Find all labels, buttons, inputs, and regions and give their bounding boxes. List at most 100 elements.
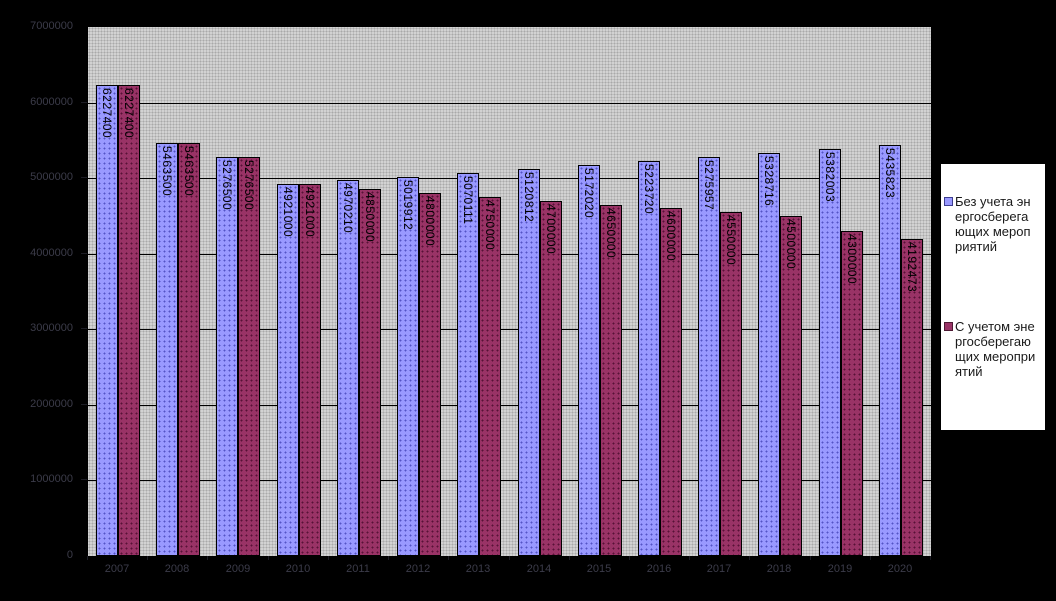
bar-series1-2011: 4970210: [337, 180, 359, 556]
bar-value-label: 4970210: [341, 183, 355, 234]
legend-label-series1: Без учета энергосберегающих мероприятий: [955, 194, 1031, 254]
x-axis-tick: [629, 556, 630, 560]
y-axis-label: 4000000: [30, 246, 73, 259]
gridline: [88, 480, 931, 482]
bar-value-label: 4921000: [303, 187, 317, 238]
bar-value-label: 6227400: [100, 88, 114, 139]
bar-value-label: 4500000: [784, 219, 798, 270]
x-axis-label: 2011: [346, 563, 370, 575]
x-axis-label: 2014: [526, 563, 552, 575]
bar-value-label: 4850000: [363, 192, 377, 243]
bar-series2-2008: 5463500: [178, 143, 200, 556]
bar-series1-2014: 5120812: [518, 169, 540, 556]
x-axis-tick: [448, 556, 449, 560]
bar-series2-2016: 4600000: [660, 208, 682, 556]
bar-value-label: 5435823: [883, 148, 897, 199]
x-axis-tick: [749, 556, 750, 560]
bar-value-label: 5172020: [582, 168, 596, 219]
y-axis-label: 6000000: [30, 95, 73, 108]
x-axis-tick: [509, 556, 510, 560]
bar-value-label: 4800000: [423, 196, 437, 247]
bar-value-label: 5463500: [160, 146, 174, 197]
bar-series2-2011: 4850000: [359, 189, 381, 556]
x-axis-tick: [870, 556, 871, 560]
legend-item-series2: С учетом энергосберегающих мероприятий: [944, 319, 1045, 379]
x-axis-label: 2009: [225, 563, 251, 575]
x-axis-tick: [147, 556, 148, 560]
gridline: [88, 329, 931, 331]
y-axis-tick: [81, 479, 87, 481]
bar-series2-2018: 4500000: [780, 216, 802, 556]
y-axis-label: 3000000: [30, 322, 73, 335]
bar-series2-2009: 5276500: [238, 157, 260, 556]
x-axis-tick: [689, 556, 690, 560]
bar-series1-2017: 5275957: [698, 157, 720, 556]
x-axis-label: 2010: [285, 563, 311, 575]
bar-value-label: 4550000: [724, 215, 738, 266]
gridline: [88, 178, 931, 180]
x-axis-label: 2016: [646, 563, 672, 575]
bar-value-label: 5463500: [182, 146, 196, 197]
legend: Без учета энергосберегающих мероприятий …: [940, 163, 1046, 431]
gridline: [88, 253, 931, 255]
y-axis-tick: [81, 101, 87, 103]
bar-series1-2009: 5276500: [216, 157, 238, 556]
bar-series2-2012: 4800000: [419, 193, 441, 556]
bar-value-label: 5019912: [401, 180, 415, 231]
x-axis-label: 2012: [405, 563, 431, 575]
bar-series2-2010: 4921000: [299, 184, 321, 556]
bar-value-label: 5382003: [823, 152, 837, 203]
x-axis-label: 2017: [706, 563, 732, 575]
bar-series1-2020: 5435823: [879, 145, 901, 556]
x-axis-tick: [207, 556, 208, 560]
bar-value-label: 4750000: [483, 200, 497, 251]
legend-label-series2: С учетом энергосберегающих мероприятий: [955, 319, 1036, 379]
y-axis-tick: [81, 403, 87, 405]
legend-swatch-series2: [944, 322, 953, 331]
bar-series1-2012: 5019912: [397, 177, 419, 556]
x-axis-tick: [388, 556, 389, 560]
y-axis-label: 2000000: [30, 397, 73, 410]
bar-value-label: 5276500: [242, 160, 256, 211]
x-axis-tick: [810, 556, 811, 560]
bar-series1-2019: 5382003: [819, 149, 841, 556]
bar-series2-2020: 4192473: [901, 239, 923, 556]
bar-value-label: 4192473: [905, 242, 919, 293]
x-axis-tick: [328, 556, 329, 560]
bar-value-label: 4700000: [544, 204, 558, 255]
bar-series1-2010: 4921000: [277, 184, 299, 556]
x-axis-tick: [930, 556, 931, 560]
bar-value-label: 5120812: [522, 172, 536, 223]
x-axis-tick: [87, 556, 88, 560]
bar-value-label: 4650000: [604, 208, 618, 259]
y-axis-label: 0: [66, 549, 73, 561]
x-axis-label: 2018: [766, 563, 792, 575]
legend-swatch-series1: [944, 197, 953, 206]
legend-item-series1: Без учета энергосберегающих мероприятий: [944, 194, 1045, 254]
x-axis-label: 2020: [887, 563, 913, 575]
bar-series2-2017: 4550000: [720, 212, 742, 556]
x-axis-label: 2008: [164, 563, 190, 575]
bar-series2-2015: 4650000: [600, 205, 622, 556]
bar-series1-2015: 5172020: [578, 165, 600, 556]
bar-series1-2018: 5328716: [758, 153, 780, 556]
bar-series2-2013: 4750000: [479, 197, 501, 556]
bar-value-label: 4300000: [845, 234, 859, 285]
bar-value-label: 5328716: [762, 156, 776, 207]
bar-value-label: 5070111: [461, 176, 475, 225]
bar-series2-2014: 4700000: [540, 201, 562, 556]
bar-series1-2016: 5223720: [638, 161, 660, 556]
x-axis-label: 2007: [104, 563, 130, 575]
y-axis-tick: [81, 252, 87, 254]
y-axis-tick: [81, 177, 87, 179]
bar-series1-2008: 5463500: [156, 143, 178, 556]
bar-value-label: 5275957: [702, 160, 716, 211]
bar-value-label: 5223720: [642, 164, 656, 215]
bar-value-label: 6227400: [122, 88, 136, 139]
plot-area: 6227400 5463500 5276500 4921000 4970210 50199…: [87, 26, 931, 557]
x-axis-label: 2019: [827, 563, 853, 575]
bar-series2-2007: 6227400: [118, 85, 140, 556]
bar-series1-2013: 5070111: [457, 173, 479, 556]
bar-series2-2019: 4300000: [841, 231, 863, 556]
